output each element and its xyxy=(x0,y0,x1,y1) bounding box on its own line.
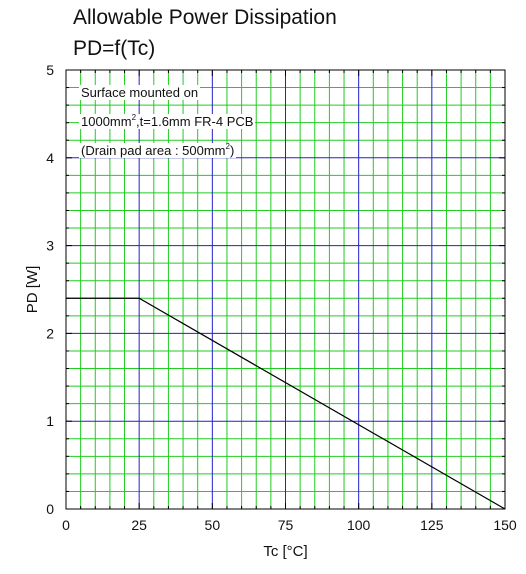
x-tick-labels: 0 25 50 75 100 125 150 xyxy=(62,517,517,533)
series-line xyxy=(66,297,506,510)
annotation-line-3-pre: (Drain pad area : 500mm xyxy=(81,143,226,158)
chart-subtitle: PD=f(Tc) xyxy=(73,37,156,60)
annotation-line-1-text: Surface mounted on xyxy=(81,85,199,100)
x-tick-label: 150 xyxy=(493,517,517,533)
annotation-line-2-pre: 1000mm xyxy=(81,114,132,129)
x-tick-label: 25 xyxy=(131,517,147,533)
y-tick-label: 4 xyxy=(46,150,54,166)
x-tick-label: 50 xyxy=(205,517,221,533)
y-tick-label: 5 xyxy=(46,62,54,78)
y-tick-labels: 0 1 2 3 4 5 xyxy=(46,62,54,517)
y-axis-label: PD [W] xyxy=(24,266,41,314)
x-tick-label: 125 xyxy=(420,517,444,533)
x-axis-label: Tc [°C] xyxy=(263,543,307,560)
grid xyxy=(66,70,505,509)
annotation-line-2-post: ,t=1.6mm FR-4 PCB xyxy=(136,114,254,129)
y-tick-label: 1 xyxy=(46,413,54,429)
annotation-line-3: (Drain pad area : 500mm2) xyxy=(79,142,237,158)
annotation-line-1: Surface mounted on xyxy=(79,85,201,100)
annotation-line-3-sup: 2 xyxy=(225,142,230,151)
annotation-line-2-sup: 2 xyxy=(131,113,137,122)
x-tick-label: 100 xyxy=(347,517,371,533)
plot-frame xyxy=(65,69,506,510)
annotation-line-3-post: ) xyxy=(229,143,235,158)
x-tick-label: 75 xyxy=(278,517,294,533)
x-tick-label: 0 xyxy=(62,517,70,533)
y-tick-label: 0 xyxy=(46,501,54,517)
annotation-line-2: 1000mm2,t=1.6mm FR-4 PCB xyxy=(79,113,256,129)
y-tick-label: 2 xyxy=(46,325,54,341)
y-tick-label: 3 xyxy=(46,238,54,254)
chart-title: Allowable Power Dissipation xyxy=(73,6,337,29)
